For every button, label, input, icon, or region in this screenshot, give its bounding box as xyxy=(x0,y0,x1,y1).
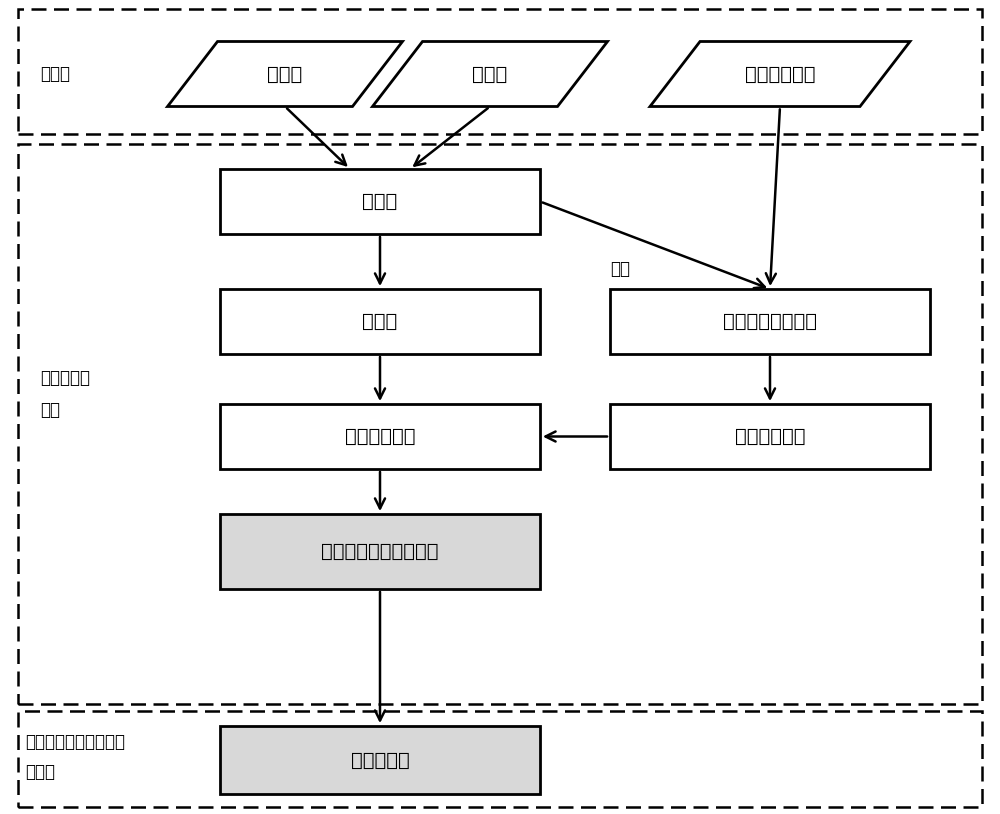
FancyBboxPatch shape xyxy=(610,289,930,354)
Text: 右影像: 右影像 xyxy=(472,64,508,84)
Text: 最终镶嵌线: 最终镶嵌线 xyxy=(351,751,409,769)
Polygon shape xyxy=(650,42,910,107)
FancyBboxPatch shape xyxy=(220,169,540,234)
Polygon shape xyxy=(373,42,608,107)
Polygon shape xyxy=(168,42,403,107)
Text: 使用影像内容重新提取
镶嵌线: 使用影像内容重新提取 镶嵌线 xyxy=(25,733,125,781)
Text: 数据源: 数据源 xyxy=(40,65,70,83)
Text: 骨架线: 骨架线 xyxy=(362,312,398,331)
Text: 房屋间中间线: 房屋间中间线 xyxy=(735,427,805,446)
FancyBboxPatch shape xyxy=(220,289,540,354)
Text: 矢量房屋地图: 矢量房屋地图 xyxy=(745,64,815,84)
FancyBboxPatch shape xyxy=(610,404,930,469)
FancyBboxPatch shape xyxy=(220,514,540,589)
Text: 重叠区: 重叠区 xyxy=(362,192,398,211)
Text: 重叠区内矢量房屋: 重叠区内矢量房屋 xyxy=(723,312,817,331)
Text: 提取初始镶
嵌线: 提取初始镶 嵌线 xyxy=(40,369,90,419)
FancyBboxPatch shape xyxy=(220,726,540,794)
Text: 成本最低的候选镶嵌线: 成本最低的候选镶嵌线 xyxy=(321,542,439,561)
Text: 左影像: 左影像 xyxy=(267,64,303,84)
Text: 裁剪: 裁剪 xyxy=(610,260,630,278)
FancyBboxPatch shape xyxy=(220,404,540,469)
Text: 候选镶嵌线库: 候选镶嵌线库 xyxy=(345,427,415,446)
